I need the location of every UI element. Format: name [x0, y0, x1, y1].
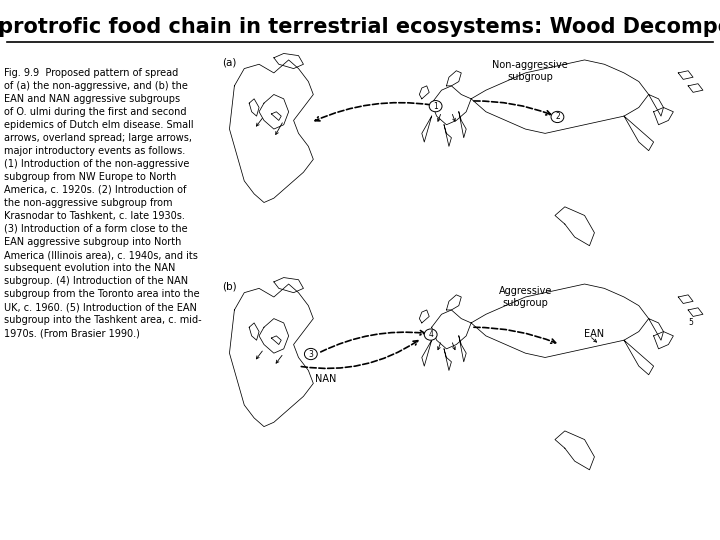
Text: Non-aggressive
subgroup: Non-aggressive subgroup [492, 59, 568, 82]
Text: 2: 2 [555, 112, 560, 122]
Text: (b): (b) [222, 281, 237, 291]
Text: 1: 1 [433, 102, 438, 111]
Circle shape [551, 111, 564, 123]
Text: EAN: EAN [585, 329, 605, 339]
Text: 5: 5 [688, 319, 693, 327]
Text: NAN: NAN [315, 374, 336, 384]
Text: The saprotrofic food chain in terrestrial ecosystems: Wood Decomposition: The saprotrofic food chain in terrestria… [0, 17, 720, 37]
Text: Fig. 9.9  Proposed pattern of spread
of (a) the non-aggressive, and (b) the
EAN : Fig. 9.9 Proposed pattern of spread of (… [4, 68, 201, 338]
Text: 3: 3 [308, 349, 313, 359]
Text: Aggressive
subgroup: Aggressive subgroup [499, 286, 552, 308]
Text: (a): (a) [222, 57, 236, 67]
Circle shape [305, 348, 318, 360]
Circle shape [424, 329, 437, 340]
Circle shape [429, 100, 442, 112]
Text: 4: 4 [428, 330, 433, 339]
